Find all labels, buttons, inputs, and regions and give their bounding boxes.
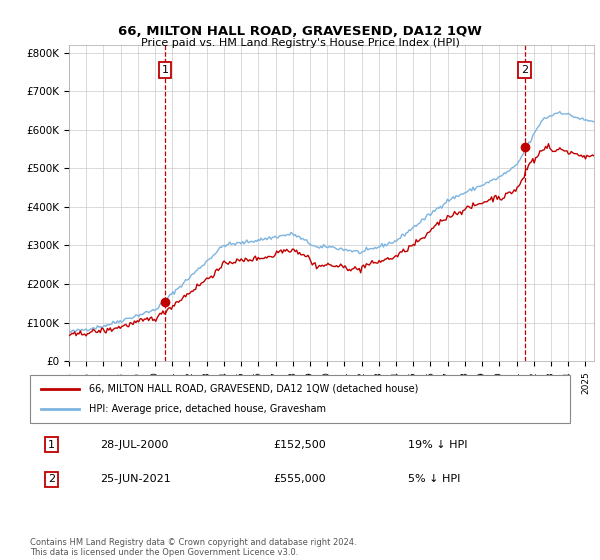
FancyBboxPatch shape xyxy=(30,375,570,423)
Text: 25-JUN-2021: 25-JUN-2021 xyxy=(100,474,171,484)
Text: £555,000: £555,000 xyxy=(273,474,326,484)
Text: 2: 2 xyxy=(521,65,529,75)
Text: 66, MILTON HALL ROAD, GRAVESEND, DA12 1QW: 66, MILTON HALL ROAD, GRAVESEND, DA12 1Q… xyxy=(118,25,482,38)
Text: 5% ↓ HPI: 5% ↓ HPI xyxy=(408,474,460,484)
Text: Contains HM Land Registry data © Crown copyright and database right 2024.
This d: Contains HM Land Registry data © Crown c… xyxy=(30,538,356,557)
Text: £152,500: £152,500 xyxy=(273,440,326,450)
Text: Price paid vs. HM Land Registry's House Price Index (HPI): Price paid vs. HM Land Registry's House … xyxy=(140,38,460,48)
Text: 66, MILTON HALL ROAD, GRAVESEND, DA12 1QW (detached house): 66, MILTON HALL ROAD, GRAVESEND, DA12 1Q… xyxy=(89,384,419,394)
Text: 28-JUL-2000: 28-JUL-2000 xyxy=(100,440,169,450)
Text: 19% ↓ HPI: 19% ↓ HPI xyxy=(408,440,467,450)
Text: 1: 1 xyxy=(48,440,55,450)
Text: 1: 1 xyxy=(161,65,169,75)
Text: 2: 2 xyxy=(48,474,55,484)
Text: HPI: Average price, detached house, Gravesham: HPI: Average price, detached house, Grav… xyxy=(89,404,326,414)
